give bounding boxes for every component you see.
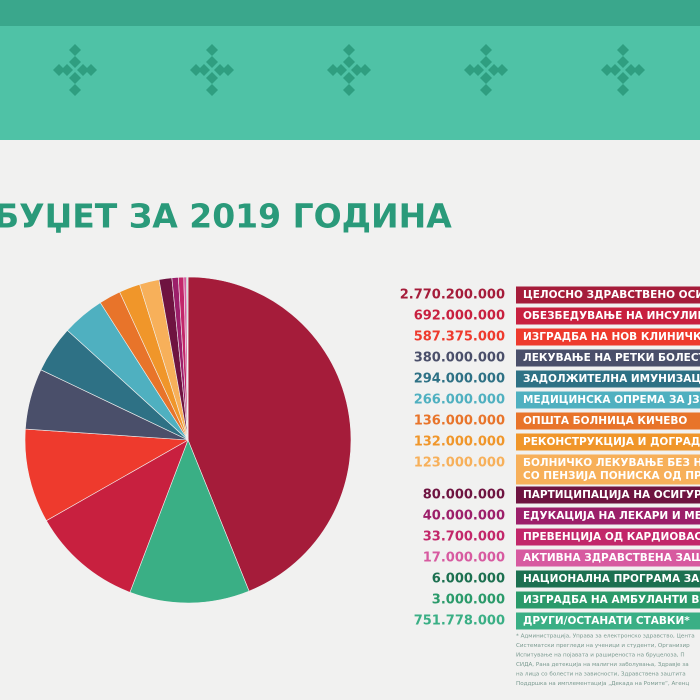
pie-slice (24, 428, 190, 522)
value-label: 587.375.000 (414, 330, 505, 345)
legend-swatch (516, 507, 700, 525)
legend-label: ДРУГИ/ОСТАНАТИ СТАВКИ* (523, 615, 690, 627)
pie-slice (129, 439, 250, 604)
legend-swatch (516, 486, 700, 504)
legend-swatch (516, 549, 700, 567)
value-label: 33.700.000 (423, 530, 505, 545)
legend: 2.770.200.000 ЦЕЛОСНО ЗДРАВСТВЕНО ОСИГУ 69… (400, 286, 700, 630)
chart-title: БУЏЕТ ЗА 2019 ГОДИНА (0, 197, 452, 236)
value-label: 380.000.000 (414, 351, 505, 366)
legend-label: ЕДУКАЦИЈА НА ЛЕКАРИ И МЕДИ (523, 510, 700, 522)
value-label: 80.000.000 (423, 488, 505, 503)
legend-label: БОЛНИЧКО ЛЕКУВАЊЕ БЕЗ НАГ (523, 457, 700, 469)
footnote-line: * Администрација, Управа за електронско … (516, 634, 695, 640)
legend-label: ПАРТИЦИПАЦИЈА НА ОСИГУРЕН (523, 489, 700, 501)
footnote-line: на лица со болести на зависности, Здравс… (516, 672, 686, 678)
value-label: 294.000.000 (414, 372, 505, 387)
legend-swatch (516, 528, 700, 546)
legend-swatch (516, 433, 700, 451)
pie-slice (187, 276, 352, 592)
value-label: 2.770.200.000 (400, 288, 505, 303)
value-label: 136.000.000 (414, 414, 505, 429)
legend-label: ИЗГРАДБА НА АМБУЛАНТИ ВО (523, 594, 700, 606)
value-label: 692.000.000 (414, 309, 505, 324)
footnote: * Администрација, Управа за електронско … (516, 634, 695, 688)
footnote-line: Испитување на појавата и раширеноста на … (516, 653, 685, 659)
value-label: 123.000.000 (414, 456, 505, 471)
footnote-line: СИДА, Рана детекција на малигни заболува… (516, 662, 689, 668)
legend-label: СО ПЕНЗИЈА ПОНИСКА ОД ПРОС (523, 470, 700, 482)
value-label: 751.778.000 (414, 614, 505, 629)
legend-swatch (516, 591, 700, 609)
legend-swatch (516, 328, 700, 346)
legend-label: ОБЕЗБЕДУВАЊЕ НА ИНСУЛИН (523, 310, 700, 322)
legend-swatch (516, 370, 700, 388)
legend-swatch (516, 454, 700, 485)
legend-label: ЛЕКУВАЊЕ НА РЕТКИ БОЛЕСТИ (523, 352, 700, 364)
legend-label: НАЦИОНАЛНА ПРОГРАМА ЗА Т (523, 573, 700, 585)
value-label: 6.000.000 (432, 572, 505, 587)
value-label: 266.000.000 (414, 393, 505, 408)
legend-label: РЕКОНСТРУКЦИЈА И ДОГРАДБА (523, 436, 700, 448)
legend-swatch (516, 307, 700, 325)
legend-swatch (516, 612, 700, 630)
legend-swatch (516, 570, 700, 588)
legend-swatch (516, 391, 700, 409)
pie (24, 276, 352, 604)
footnote-line: Систематски прегледи на ученици и студен… (516, 643, 690, 649)
value-label: 17.000.000 (423, 551, 505, 566)
legend-swatch (516, 412, 700, 430)
legend-label: АКТИВНА ЗДРАВСТВЕНА ЗАШТИ (523, 552, 700, 564)
value-label: 132.000.000 (414, 435, 505, 450)
legend-swatch (516, 349, 700, 367)
value-label: 3.000.000 (432, 593, 505, 608)
header-strip (0, 0, 700, 26)
footnote-line: Поддршка на имплементација „Декада на Ро… (516, 681, 689, 687)
legend-label: ЗАДОЛЖИТЕЛНА ИМУНИЗАЦИ (523, 373, 700, 385)
value-label: 40.000.000 (423, 509, 505, 524)
legend-swatch (516, 286, 700, 304)
pie-slice (45, 439, 189, 593)
legend-label: ЦЕЛОСНО ЗДРАВСТВЕНО ОСИГУ (523, 289, 700, 301)
legend-label: ПРЕВЕНЦИЈА ОД КАРДИОВАСКУ (523, 531, 700, 543)
legend-label: ОПШТА БОЛНИЦА КИЧЕВО (523, 415, 687, 427)
legend-label: МЕДИЦИНСКА ОПРЕМА ЗА ЈЗУ (523, 394, 700, 406)
legend-label: ИЗГРАДБА НА НОВ КЛИНИЧКИ (523, 331, 700, 343)
